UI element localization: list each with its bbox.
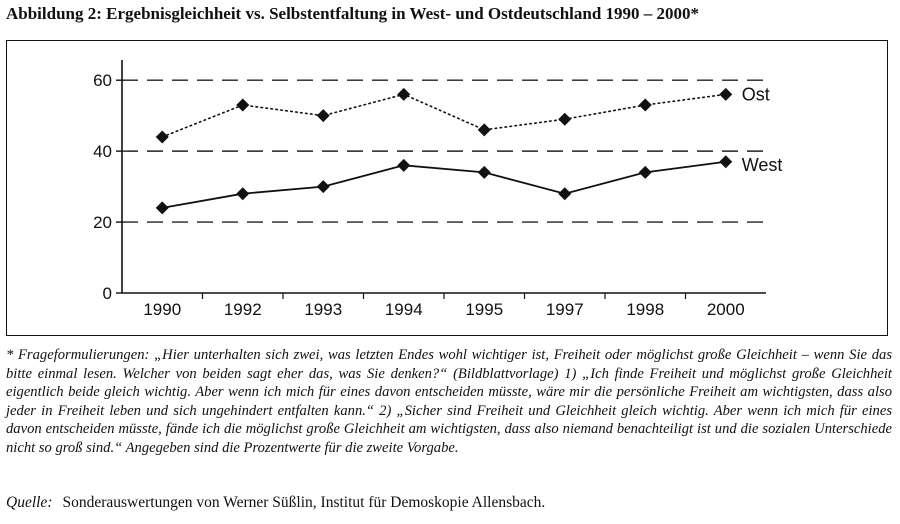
series-group: [155, 87, 733, 215]
line-chart: 0 20 40 60 1990 1992 1993 1994 1995 1997 1998 2000…: [93, 60, 783, 319]
source-label: Quelle:: [6, 494, 53, 511]
data-point-west-1995: [477, 165, 491, 179]
chart-frame: [6, 40, 888, 336]
data-point-west-1997: [558, 187, 572, 201]
data-point-ost-2000: [719, 87, 733, 101]
data-point-ost-1995: [477, 123, 491, 137]
x-tick-label-1998: 1998: [626, 300, 664, 319]
data-point-west-1998: [638, 165, 652, 179]
x-tick-labels: 1990 1992 1993 1994 1995 1997 1998 2000: [143, 300, 744, 319]
y-tick-labels: 0 20 40 60: [93, 71, 112, 303]
series-label-ost: Ost: [742, 84, 770, 104]
series-line-ost: [161, 93, 727, 138]
source-line: Quelle: Sonderauswertungen von Werner Süß…: [6, 494, 892, 512]
data-point-west-1992: [236, 187, 250, 201]
data-point-ost-1990: [155, 130, 169, 144]
data-point-west-1993: [316, 180, 330, 194]
y-tick-label-0: 0: [103, 284, 112, 303]
x-tick-label-1990: 1990: [143, 300, 181, 319]
grid-lines: [122, 79, 766, 223]
source-text: Sonderauswertungen von Werner Süßlin, In…: [62, 494, 546, 511]
x-tick-label-1994: 1994: [385, 300, 423, 319]
y-tick-label-60: 60: [93, 71, 112, 90]
series-label-west: West: [742, 155, 783, 175]
figure-title: Abbildung 2: Ergebnisgleichheit vs. Selb…: [6, 4, 700, 23]
data-point-ost-1994: [397, 87, 411, 101]
data-point-ost-1997: [558, 112, 572, 126]
x-tick-label-2000: 2000: [707, 300, 745, 319]
data-point-west-2000: [719, 155, 733, 169]
x-tick-label-1997: 1997: [546, 300, 584, 319]
footnote: * Frageformulierungen: „Hier unterhalten…: [6, 347, 892, 456]
x-tick-label-1995: 1995: [465, 300, 503, 319]
data-point-ost-1992: [236, 98, 250, 112]
data-point-ost-1993: [316, 109, 330, 123]
y-tick-label-20: 20: [93, 213, 112, 232]
x-tick-label-1993: 1993: [304, 300, 342, 319]
series-line-west: [162, 160, 726, 209]
y-tick-label-40: 40: [93, 142, 112, 161]
data-point-ost-1998: [638, 98, 652, 112]
axes: [116, 60, 766, 299]
x-tick-label-1992: 1992: [224, 300, 262, 319]
data-point-west-1994: [397, 158, 411, 172]
series-labels: Ost West: [742, 84, 783, 174]
data-point-west-1990: [155, 201, 169, 215]
